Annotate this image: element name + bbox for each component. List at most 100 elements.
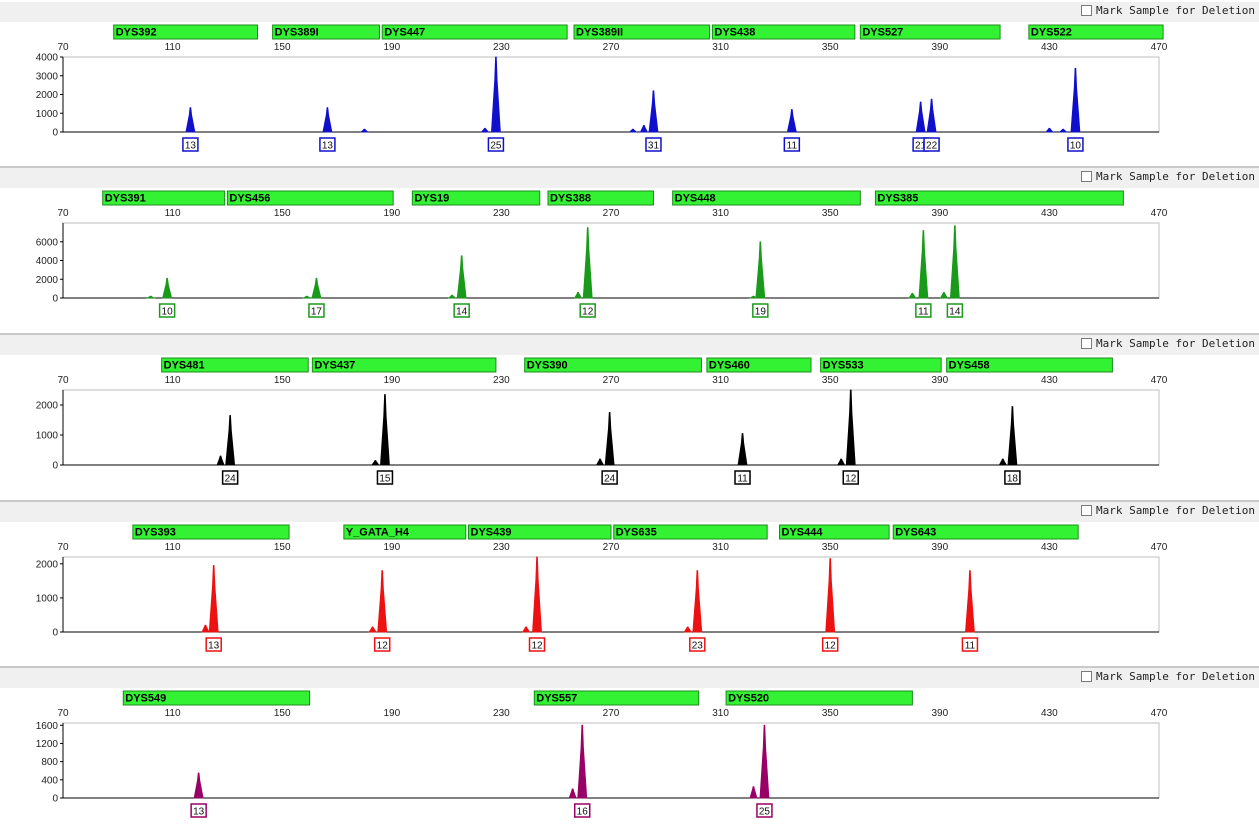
marker-bin[interactable]: [613, 524, 768, 540]
x-tick-label: 110: [165, 542, 181, 553]
allele-peak: [845, 389, 856, 466]
x-tick-label: 310: [712, 708, 729, 719]
dye-panel-5: Mark Sample for Deletion DYS549 DYS557 DYS5…: [0, 666, 1259, 833]
allele-label-box[interactable]: [946, 303, 964, 318]
allele-label-box[interactable]: [734, 470, 751, 485]
allele-peak: [311, 277, 322, 299]
mark-sample-checkbox[interactable]: [1081, 505, 1093, 516]
allele-label-box[interactable]: [373, 637, 391, 652]
x-tick-label: 70: [57, 42, 69, 53]
marker-bin[interactable]: [113, 24, 259, 40]
allele-label-box[interactable]: [601, 470, 618, 485]
allele-peak: [322, 107, 333, 133]
marker-bin[interactable]: [533, 690, 700, 706]
stutter-peak: [568, 788, 577, 799]
allele-peak: [692, 570, 703, 633]
allele-label-box[interactable]: [190, 803, 207, 818]
stutter-peak: [628, 128, 638, 133]
marker-bin[interactable]: [411, 190, 541, 206]
marker-label: DYS391: [105, 193, 146, 205]
marker-bin[interactable]: [892, 524, 1079, 540]
allele-label-box[interactable]: [842, 470, 859, 485]
allele-label-box[interactable]: [308, 303, 325, 318]
mark-sample-label: Mark Sample for Deletion: [1096, 4, 1255, 17]
mark-sample-checkbox-row[interactable]: Mark Sample for Deletion: [1081, 504, 1255, 517]
allele-label-box[interactable]: [376, 470, 394, 485]
allele-label-box[interactable]: [923, 137, 940, 152]
x-tick-label: 310: [712, 375, 729, 386]
allele-label-box[interactable]: [579, 303, 596, 318]
marker-bin[interactable]: [725, 690, 913, 706]
mark-sample-checkbox[interactable]: [1081, 171, 1093, 182]
allele-peak: [918, 230, 929, 299]
marker-bin[interactable]: [779, 524, 890, 540]
x-tick-label: 230: [493, 708, 510, 719]
plot-frame: [62, 222, 1160, 299]
allele-label-box[interactable]: [528, 637, 546, 652]
allele-label-box[interactable]: [182, 137, 199, 152]
marker-bin[interactable]: [573, 24, 711, 40]
allele-label-box[interactable]: [645, 137, 662, 152]
x-tick-label: 470: [1151, 208, 1168, 219]
allele-label-box[interactable]: [1067, 137, 1084, 152]
allele-label-box[interactable]: [821, 637, 839, 652]
marker-bin[interactable]: [381, 24, 568, 40]
allele-label-box[interactable]: [205, 637, 222, 652]
mark-sample-checkbox-row[interactable]: Mark Sample for Deletion: [1081, 670, 1255, 683]
plot-frame: [62, 722, 1160, 799]
marker-bin[interactable]: [343, 524, 467, 540]
allele-label-box[interactable]: [319, 137, 336, 152]
marker-bin[interactable]: [859, 24, 1001, 40]
marker-bin[interactable]: [226, 190, 394, 206]
dye-panel-2: Mark Sample for Deletion DYS391 DYS456 DYS1…: [0, 166, 1259, 333]
marker-bin[interactable]: [547, 190, 654, 206]
marker-bin[interactable]: [102, 190, 226, 206]
x-tick-label: 70: [57, 375, 69, 386]
stutter-peak: [1045, 127, 1054, 133]
x-tick-label: 150: [274, 708, 291, 719]
marker-bin[interactable]: [272, 24, 380, 40]
allele-label-box[interactable]: [573, 803, 591, 818]
marker-bin[interactable]: [672, 190, 861, 206]
mark-sample-checkbox[interactable]: [1081, 338, 1093, 349]
allele-label-box[interactable]: [915, 303, 932, 318]
marker-label: DYS635: [616, 527, 657, 539]
mark-sample-checkbox[interactable]: [1081, 5, 1093, 16]
allele-label-box[interactable]: [221, 470, 239, 485]
marker-bin[interactable]: [524, 357, 702, 373]
mark-sample-checkbox-row[interactable]: Mark Sample for Deletion: [1081, 337, 1255, 350]
allele-label-box[interactable]: [756, 803, 773, 818]
marker-bin[interactable]: [820, 357, 942, 373]
allele-label-box[interactable]: [158, 303, 176, 318]
allele-label-box[interactable]: [752, 303, 769, 318]
marker-bin[interactable]: [711, 24, 856, 40]
marker-bin[interactable]: [946, 357, 1113, 373]
marker-bin[interactable]: [311, 357, 497, 373]
allele-label-box[interactable]: [689, 637, 706, 652]
marker-label: DYS456: [229, 193, 270, 205]
allele-label-box[interactable]: [1004, 470, 1021, 485]
marker-bin[interactable]: [132, 524, 290, 540]
allele-label-box[interactable]: [783, 137, 801, 152]
marker-bin[interactable]: [874, 190, 1124, 206]
marker-bin[interactable]: [161, 357, 309, 373]
mark-sample-checkbox-row[interactable]: Mark Sample for Deletion: [1081, 170, 1255, 183]
mark-sample-checkbox-row[interactable]: Mark Sample for Deletion: [1081, 4, 1255, 17]
y-tick-label: 4000: [36, 256, 59, 267]
marker-bin[interactable]: [122, 690, 311, 706]
mark-sample-checkbox[interactable]: [1081, 671, 1093, 682]
allele-label-box[interactable]: [453, 303, 470, 318]
allele-label: 12: [582, 307, 594, 318]
allele-label-box[interactable]: [961, 637, 979, 652]
x-tick-label: 390: [931, 42, 948, 53]
panel-header: [0, 502, 1259, 522]
marker-bin[interactable]: [468, 524, 612, 540]
allele-label-box[interactable]: [487, 137, 505, 152]
allele-peak: [456, 255, 467, 299]
x-tick-label: 470: [1151, 375, 1168, 386]
dye-panel-3: Mark Sample for Deletion DYS481 DYS437 DYS3…: [0, 333, 1259, 500]
marker-bin[interactable]: [706, 357, 812, 373]
marker-bin[interactable]: [1028, 24, 1164, 40]
stutter-peak: [359, 128, 369, 133]
